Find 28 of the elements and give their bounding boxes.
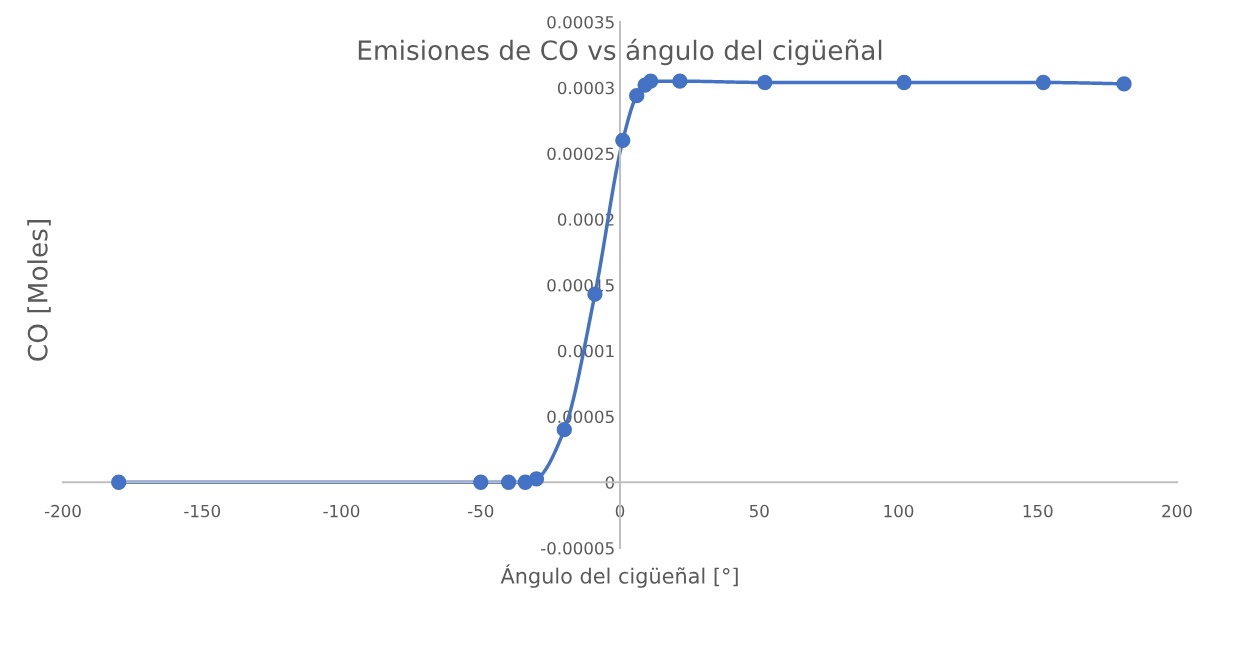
point	[642, 73, 659, 89]
x-tick-label: -100	[323, 504, 360, 518]
point	[615, 132, 631, 148]
point	[473, 474, 489, 490]
x-tick-label: -50	[467, 504, 494, 518]
x-tick-label: 100	[884, 504, 914, 518]
point	[556, 422, 572, 438]
y-tick-label: 0.00025	[547, 147, 614, 161]
point	[896, 74, 912, 91]
x-tick-label: -200	[44, 504, 81, 518]
y-tick-label: -0.00005	[541, 541, 614, 555]
point	[111, 474, 127, 490]
y-tick-label: 0.00035	[547, 15, 614, 29]
point	[1035, 74, 1051, 91]
point	[528, 471, 545, 487]
point	[629, 88, 645, 104]
x-tick-label: 200	[1162, 504, 1192, 518]
y-tick-label: 0.0003	[557, 81, 614, 95]
x-tick-label: -150	[184, 504, 221, 518]
point	[1116, 76, 1132, 92]
y-axis-title: CO [Moles]	[27, 220, 51, 361]
x-tick-label: 50	[749, 504, 769, 518]
x-tick-label: 150	[1023, 504, 1053, 518]
point	[672, 73, 688, 89]
text: Emisiones de CO vs ángulo del cigüeñal	[358, 38, 882, 66]
point	[757, 74, 773, 91]
x-axis-title: Ángulo del cigüeñal [°]	[500, 564, 738, 588]
point	[500, 474, 517, 490]
